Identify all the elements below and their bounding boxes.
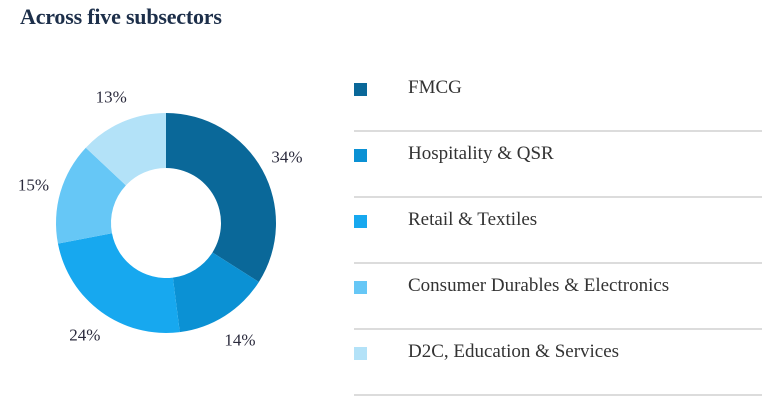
legend-swatch (354, 149, 367, 162)
legend-swatch (354, 215, 367, 228)
legend-label: Retail & Textiles (408, 209, 538, 230)
legend-label: Consumer Durables & Electronics (408, 275, 670, 296)
legend: FMCG Hospitality & QSR Retail & Textiles Co… (354, 66, 762, 396)
legend-item: Consumer Durables & Electronics (354, 264, 762, 330)
slice-label: 24% (69, 326, 100, 345)
chart-title: Across five subsectors (20, 4, 222, 29)
donut-slice-2 (57, 233, 180, 333)
legend-swatch (354, 347, 367, 360)
legend-swatch (354, 281, 367, 294)
legend-label: FMCG (408, 77, 462, 98)
slice-label: 14% (224, 331, 255, 350)
donut-slice-1 (172, 252, 259, 333)
legend-item: Hospitality & QSR (354, 132, 762, 198)
donut-slice-0 (166, 113, 276, 282)
slice-label: 34% (271, 148, 302, 167)
legend-label: Hospitality & QSR (408, 143, 554, 164)
legend-item: D2C, Education & Services (354, 330, 762, 396)
legend-item: Retail & Textiles (354, 198, 762, 264)
donut-slice-3 (56, 147, 126, 244)
donut-chart: 34% 14% 24% 15% 13% (18, 87, 303, 350)
slice-label: 15% (18, 175, 49, 194)
slice-label: 13% (96, 87, 127, 106)
donut-slice-4 (85, 113, 166, 186)
legend-swatch (354, 83, 367, 96)
legend-label: D2C, Education & Services (408, 341, 620, 362)
legend-item: FMCG (354, 66, 762, 132)
